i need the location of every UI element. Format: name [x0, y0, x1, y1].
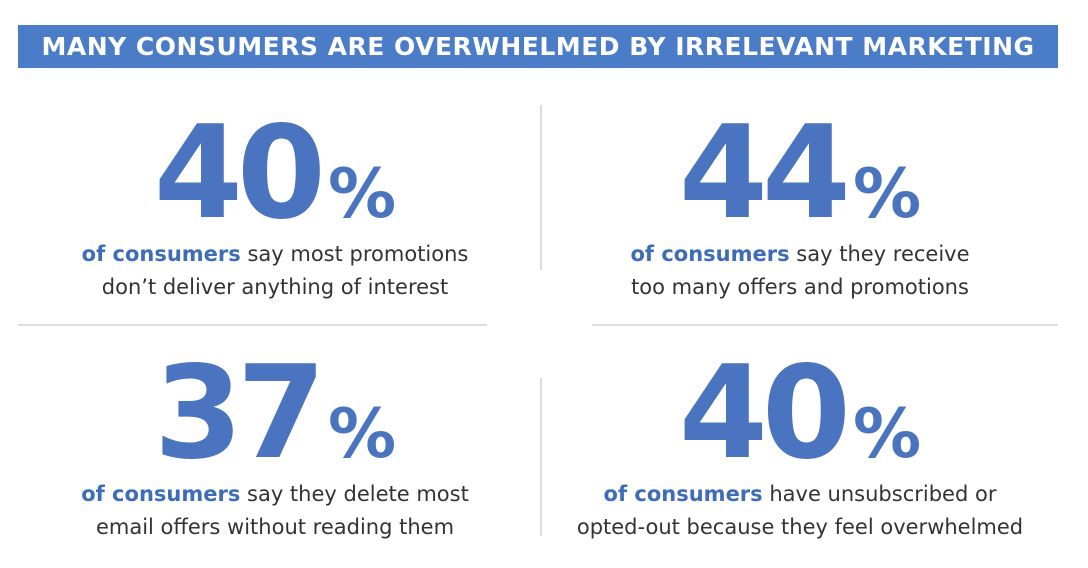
highlight: of consumers	[603, 482, 763, 506]
description-line: email offers without reading them	[15, 511, 535, 544]
stat-number: 37	[153, 339, 326, 488]
description-text: say they delete most	[247, 482, 469, 506]
description-line: opted-out because they feel overwhelmed	[540, 511, 1060, 544]
stat-description: of consumers say they delete most email o…	[15, 478, 535, 544]
stat-unit: %	[327, 155, 397, 234]
stat-description: of consumers say they receive too many of…	[540, 238, 1060, 304]
description-text: don’t deliver anything of interest	[101, 275, 449, 299]
highlight: of consumers	[630, 242, 790, 266]
divider	[540, 105, 542, 270]
description-text: say most promotions	[247, 242, 469, 266]
stat-card: 40% of consumers have unsubscribed or opte…	[540, 350, 1060, 544]
description-line: of consumers say they delete most	[15, 478, 535, 511]
description-line: don’t deliver anything of interest	[15, 271, 535, 304]
description-line: of consumers have unsubscribed or	[540, 478, 1060, 511]
highlight: of consumers	[81, 242, 241, 266]
description-text: email offers without reading them	[95, 515, 455, 539]
description-line: of consumers say most promotions	[15, 238, 535, 271]
stat-figure: 40%	[15, 110, 535, 238]
description-text: opted-out because they feel overwhelmed	[576, 515, 1024, 539]
header-title: MANY CONSUMERS ARE OVERWHELMED BY IRRELE…	[18, 25, 1058, 68]
stat-card: 40% of consumers say most promotions don’t…	[15, 110, 535, 304]
divider	[540, 378, 542, 536]
description-text: say they receive	[796, 242, 970, 266]
stat-unit: %	[327, 395, 397, 474]
description-line: of consumers say they receive	[540, 238, 1060, 271]
stat-description: of consumers have unsubscribed or opted-o…	[540, 478, 1060, 544]
description-line: too many offers and promotions	[540, 271, 1060, 304]
stat-card: 44% of consumers say they receive too many…	[540, 110, 1060, 304]
highlight: of consumers	[81, 482, 241, 506]
stat-number: 40	[153, 99, 326, 248]
stat-number: 44	[678, 99, 851, 248]
stat-figure: 44%	[540, 110, 1060, 238]
description-text: have unsubscribed or	[769, 482, 997, 506]
divider	[592, 324, 1058, 326]
description-text: too many offers and promotions	[631, 275, 969, 299]
stat-description: of consumers say most promotions don’t de…	[15, 238, 535, 304]
stat-unit: %	[852, 155, 922, 234]
stat-number: 40	[678, 339, 851, 488]
stat-unit: %	[852, 395, 922, 474]
stat-figure: 40%	[540, 350, 1060, 478]
stat-figure: 37%	[15, 350, 535, 478]
divider	[18, 324, 487, 326]
stat-card: 37% of consumers say they delete most emai…	[15, 350, 535, 544]
